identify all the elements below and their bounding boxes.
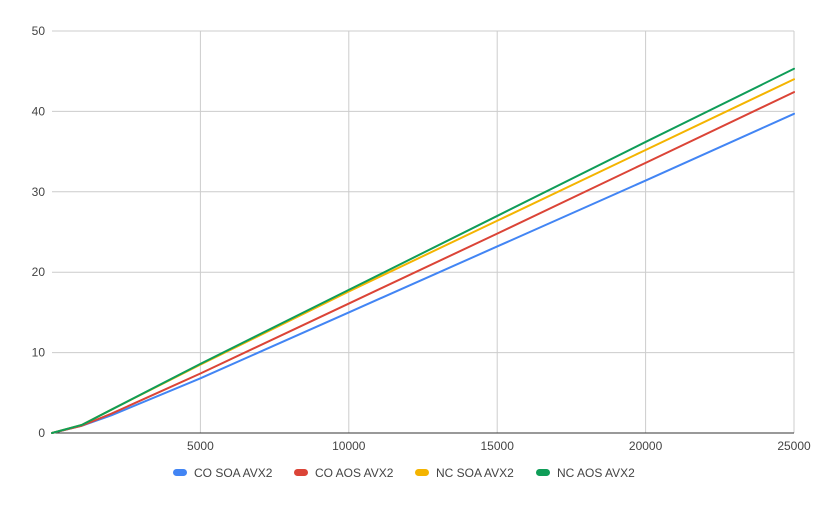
y-tick-label: 40: [32, 104, 46, 118]
y-tick-label: 50: [32, 24, 46, 38]
legend-label: NC AOS AVX2: [557, 466, 635, 480]
series-line-1: [51, 91, 795, 434]
legend-item[interactable]: CO SOA AVX2: [173, 466, 273, 480]
legend-swatch: [536, 469, 550, 476]
legend-swatch: [173, 469, 187, 476]
x-tick-label: 15000: [481, 439, 515, 453]
legend-label: NC SOA AVX2: [436, 466, 514, 480]
legend-item[interactable]: NC AOS AVX2: [536, 466, 635, 480]
legend-swatch: [415, 469, 429, 476]
y-tick-label: 30: [32, 185, 46, 199]
legend-label: CO AOS AVX2: [315, 466, 394, 480]
x-tick-label: 25000: [777, 439, 811, 453]
x-tick-label: 5000: [187, 439, 214, 453]
legend[interactable]: CO SOA AVX2 CO AOS AVX2 NC SOA AVX2 NC AOS …: [173, 466, 635, 480]
series-line-0: [51, 112, 795, 434]
legend-item[interactable]: CO AOS AVX2: [294, 466, 394, 480]
legend-item[interactable]: NC SOA AVX2: [415, 466, 514, 480]
legend-swatch: [294, 469, 308, 476]
legend-label: CO SOA AVX2: [194, 466, 273, 480]
y-tick-label: 20: [32, 265, 46, 279]
x-tick-label: 20000: [629, 439, 663, 453]
y-tick-label: 10: [32, 346, 46, 360]
series-lines: [51, 67, 795, 434]
series-line-2: [51, 78, 795, 434]
tick-labels: 0 10 20 30 40 50 5000 10000 15000 20000 25000: [32, 24, 811, 453]
y-tick-label: 0: [38, 426, 45, 440]
x-tick-label: 10000: [332, 439, 366, 453]
grid-lines: [52, 30, 795, 433]
series-line-3: [51, 67, 795, 434]
